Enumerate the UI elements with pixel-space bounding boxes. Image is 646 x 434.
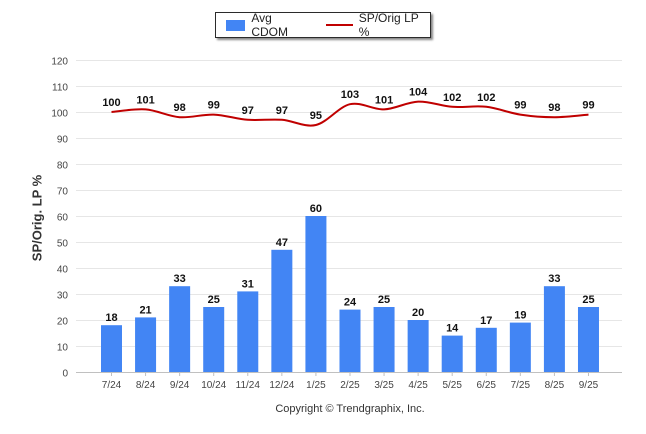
bar-value-label: 60 — [310, 203, 322, 215]
bar-5-25[interactable] — [441, 335, 463, 372]
bar-6-25[interactable] — [475, 327, 497, 372]
x-tick-label: 2/25 — [340, 380, 360, 391]
x-tick-label: 8/25 — [545, 380, 565, 391]
bar-1-25[interactable] — [305, 216, 327, 372]
line-data-labels: 100 101 98 99 97 97 95 103 101 104 102 102 99 98 99 — [102, 87, 594, 122]
copyright-text: Copyright © Trendgraphix, Inc. — [275, 403, 425, 415]
bar-value-label: 20 — [412, 307, 424, 319]
bar-value-label: 33 — [548, 273, 560, 285]
bar-value-label: 33 — [174, 273, 186, 285]
bar-value-label: 31 — [242, 278, 254, 290]
legend-swatch-line — [325, 24, 353, 26]
bar-7-25[interactable] — [509, 322, 531, 372]
y-tick-label: 90 — [57, 135, 69, 146]
line-value-label: 101 — [375, 94, 393, 106]
legend-label-avg-cdom: Avg CDOM — [251, 11, 288, 39]
line-value-label: 102 — [477, 92, 495, 104]
bar-value-label: 17 — [480, 315, 492, 327]
line-value-label: 102 — [443, 92, 461, 104]
line-value-label: 99 — [208, 100, 220, 112]
bar-value-label: 21 — [139, 304, 151, 316]
y-tick-label: 40 — [57, 265, 69, 276]
line-value-label: 101 — [136, 94, 154, 106]
x-tick-label: 5/25 — [442, 380, 462, 391]
bar-data-labels: 18 21 33 25 31 47 60 24 25 20 14 17 19 33 25 — [105, 203, 594, 335]
y-axis-label: SP/Orig. LP % — [29, 174, 45, 262]
line-value-label: 98 — [548, 102, 560, 114]
bar-11-24[interactable] — [237, 291, 259, 372]
bar-value-label: 25 — [208, 294, 220, 306]
bar-7-24[interactable] — [101, 325, 122, 372]
line-value-label: 104 — [409, 87, 428, 99]
legend: Avg CDOM SP/Orig LP % — [215, 11, 431, 39]
legend-swatch-bar — [226, 19, 246, 31]
line-series-sp-orig-lp — [111, 100, 589, 127]
x-axis-ticks: 7/24 8/24 9/24 10/24 11/24 12/24 1/25 2/25 3/25 4… — [102, 372, 599, 391]
bar-value-label: 25 — [582, 294, 594, 306]
bar-series-avg-cdom — [101, 216, 599, 372]
legend-item-avg-cdom[interactable]: Avg CDOM — [226, 11, 310, 39]
y-axis-ticks: 0 10 20 30 40 50 60 70 80 90 100 110 120 — [51, 57, 68, 380]
x-tick-label: 10/24 — [201, 380, 226, 391]
bar-8-25[interactable] — [543, 286, 565, 372]
bar-9-24[interactable] — [169, 286, 191, 372]
bar-4-25[interactable] — [407, 320, 429, 372]
x-tick-label: 11/24 — [236, 380, 261, 391]
sp-orig-lp-line[interactable] — [111, 100, 589, 127]
y-tick-label: 60 — [57, 213, 69, 224]
bar-9-25[interactable] — [577, 307, 599, 372]
bar-value-label: 14 — [446, 323, 459, 335]
x-tick-label: 8/24 — [136, 380, 156, 391]
line-value-label: 99 — [582, 100, 594, 112]
line-value-label: 97 — [276, 105, 288, 117]
bar-3-25[interactable] — [373, 307, 395, 372]
bar-12-24[interactable] — [271, 249, 293, 372]
bar-2-25[interactable] — [339, 309, 361, 372]
gridlines — [76, 60, 622, 373]
x-tick-label: 7/24 — [102, 380, 122, 391]
x-tick-label: 1/25 — [306, 380, 326, 391]
x-tick-label: 9/25 — [579, 380, 599, 391]
line-value-label: 99 — [514, 100, 526, 112]
x-tick-label: 7/25 — [511, 380, 531, 391]
line-value-label: 100 — [102, 97, 120, 109]
bar-value-label: 19 — [514, 310, 526, 322]
bar-value-label: 24 — [344, 297, 357, 309]
x-tick-label: 4/25 — [408, 380, 428, 391]
line-value-label: 103 — [341, 89, 359, 101]
line-value-label: 98 — [174, 102, 186, 114]
legend-item-sp-orig-lp[interactable]: SP/Orig LP % — [325, 11, 430, 39]
y-tick-label: 110 — [52, 83, 68, 94]
y-tick-label: 30 — [57, 291, 69, 302]
y-tick-label: 0 — [62, 369, 68, 380]
bar-value-label: 25 — [378, 294, 390, 306]
y-tick-label: 80 — [57, 161, 69, 172]
bar-value-label: 47 — [276, 237, 288, 249]
x-tick-label: 3/25 — [374, 380, 394, 391]
line-value-label: 95 — [310, 110, 322, 122]
y-tick-label: 20 — [57, 317, 69, 328]
bar-value-label: 18 — [105, 312, 117, 324]
legend-label-sp-orig-lp: SP/Orig LP % — [358, 11, 419, 39]
y-tick-label: 50 — [57, 239, 69, 250]
y-tick-label: 100 — [51, 109, 68, 120]
x-tick-label: 9/24 — [170, 380, 190, 391]
bar-8-24[interactable] — [135, 317, 157, 372]
y-tick-label: 10 — [57, 343, 69, 354]
y-tick-label: 120 — [51, 57, 68, 68]
bar-10-24[interactable] — [203, 307, 225, 372]
line-value-label: 97 — [242, 105, 254, 117]
y-tick-label: 70 — [57, 187, 69, 198]
x-tick-label: 6/25 — [477, 380, 497, 391]
x-tick-label: 12/24 — [269, 380, 294, 391]
